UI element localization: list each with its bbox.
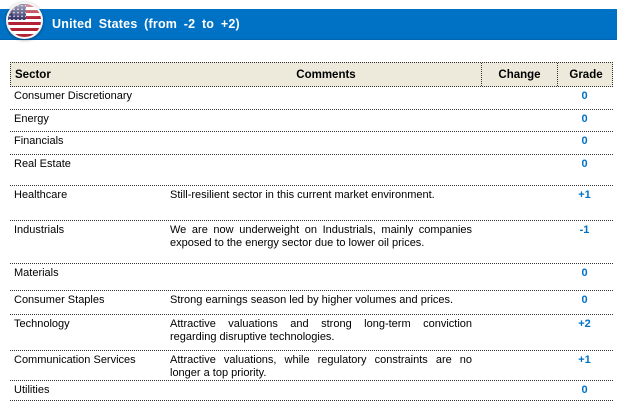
column-header-change: Change [481, 63, 557, 86]
sector-name: Real Estate [14, 158, 71, 170]
sector-name: Consumer Staples [14, 294, 105, 306]
sector-name: Energy [14, 113, 49, 125]
flag-gloss [11, 4, 41, 19]
table-row: Energy 0 [10, 110, 613, 132]
table-body: Consumer Discretionary 0 Energy 0 Financ… [10, 87, 613, 401]
table-row: Real Estate 0 [10, 155, 613, 186]
sector-comment: Attractive valuations, while regulatory … [170, 354, 472, 379]
page-title: United States (from -2 to +2) [52, 17, 240, 31]
sector-grade: 0 [581, 158, 588, 170]
sector-grade: -1 [579, 224, 590, 236]
sector-grade: +2 [578, 318, 591, 330]
table-row: Consumer Staples Strong earnings season … [10, 291, 613, 315]
column-header-comments: Comments [296, 68, 356, 81]
table-row: Consumer Discretionary 0 [10, 87, 613, 110]
column-header-grade: Grade [557, 63, 614, 86]
sector-grade: +1 [578, 354, 591, 366]
sector-grades-table: Sector Comments Change Grade Consumer Di… [10, 62, 613, 401]
us-flag-icon [6, 2, 43, 39]
title-bar: United States (from -2 to +2) [0, 2, 617, 40]
table-row: Utilities 0 [10, 381, 613, 401]
sector-grade: 0 [581, 90, 588, 102]
sector-comment: Attractive valuations and strong long-te… [170, 318, 472, 343]
sector-name: Consumer Discretionary [14, 90, 132, 102]
sector-grade: 0 [581, 384, 588, 396]
sector-grade: 0 [581, 267, 588, 279]
sector-name: Technology [14, 318, 70, 330]
sector-grade: +1 [578, 189, 591, 201]
sector-comment: We are now underweight on Industrials, m… [170, 224, 472, 249]
sector-comment: Strong earnings season led by higher vol… [170, 294, 454, 306]
sector-name: Materials [14, 267, 59, 279]
sector-grade: 0 [581, 135, 588, 147]
table-row: Materials 0 [10, 264, 613, 291]
sector-name: Utilities [14, 384, 50, 396]
sector-name: Healthcare [14, 189, 68, 201]
table-header-row: Sector Comments Change Grade [10, 62, 613, 87]
report-page: United States (from -2 to +2) Sector Com… [0, 2, 617, 401]
table-row: Healthcare Still-resilient sector in thi… [10, 186, 613, 221]
column-header-sector: Sector [15, 68, 51, 81]
sector-grade: 0 [581, 113, 588, 125]
sector-name: Financials [14, 135, 64, 147]
sector-name: Communication Services [14, 354, 136, 366]
sector-grade: 0 [581, 294, 588, 306]
table-row: Technology Attractive valuations and str… [10, 315, 613, 351]
table-row: Financials 0 [10, 132, 613, 155]
table-row: Industrials We are now underweight on In… [10, 221, 613, 264]
sector-name: Industrials [14, 224, 65, 236]
sector-comment: Still-resilient sector in this current m… [170, 189, 435, 201]
table-row: Communication Services Attractive valuat… [10, 351, 613, 381]
